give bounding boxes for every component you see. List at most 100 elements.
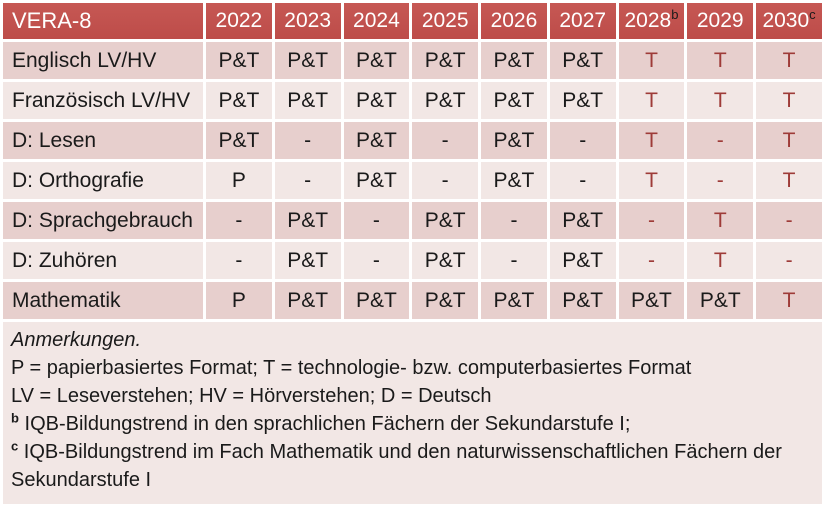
cell-2022: P&T [206,42,272,79]
cell-2023: - [274,122,341,159]
cell-2027: P&T [549,82,616,119]
cell-2022: P [206,282,272,319]
cell-2023: P&T [274,42,341,79]
cell-2030: T [756,122,822,159]
year-header-2026: 2026 [481,3,547,39]
cell-2026: - [481,242,547,279]
footnote-line: b IQB-Bildungstrend in den sprachlichen … [11,410,631,435]
cell-2024: P&T [343,82,410,119]
footnote-line: LV = Leseverstehen; HV = Hörverstehen; D… [11,385,492,407]
cell-2029: - [687,122,754,159]
cell-2027: - [549,162,616,199]
cell-2030: T [756,162,822,199]
cell-2024: P&T [343,282,410,319]
cell-2023: P&T [274,282,341,319]
footnote-line: c IQB-Bildungstrend im Fach Mathematik u… [11,438,782,491]
cell-2024: P&T [343,162,410,199]
cell-2030: - [756,242,822,279]
cell-2027: P&T [549,42,616,79]
cell-2023: P&T [274,82,341,119]
footnote-marker-c: c [11,438,19,454]
cell-2025: P&T [412,282,479,319]
table-row: D: Sprachgebrauch - P&T - P&T - P&T - T - [3,202,822,239]
cell-2028: - [618,202,685,239]
cell-2025: P&T [412,82,479,119]
year-header-2028: 2028b [618,3,685,39]
cell-2028: T [618,42,685,79]
table-row: D: Zuhören - P&T - P&T - P&T - T - [3,242,822,279]
row-label: Mathematik [3,282,203,319]
vera8-schedule-table: VERA-8 2022 2023 2024 2025 2026 2027 2028b 2029… [3,3,822,319]
cell-2030: - [756,202,822,239]
row-label: Englisch LV/HV [3,42,203,79]
cell-2029: T [687,202,754,239]
cell-2025: P&T [412,202,479,239]
cell-2022: P&T [206,122,272,159]
cell-2025: P&T [412,42,479,79]
cell-2022: P&T [206,82,272,119]
year-header-2030: 2030c [756,3,822,39]
cell-2024: - [343,202,410,239]
cell-2028: T [618,122,685,159]
footnote-marker-b: b [11,410,19,426]
cell-2025: - [412,162,479,199]
cell-2025: P&T [412,242,479,279]
year-header-2027: 2027 [549,3,616,39]
row-label: Französisch LV/HV [3,82,203,119]
cell-2024: - [343,242,410,279]
year-header-2022: 2022 [206,3,272,39]
cell-2026: P&T [481,122,547,159]
table-title: VERA-8 [3,3,203,39]
cell-2029: - [687,162,754,199]
cell-2027: P&T [549,202,616,239]
year-header-2023: 2023 [274,3,341,39]
cell-2030: T [756,42,822,79]
table-row: Mathematik P P&T P&T P&T P&T P&T P&T P&T T [3,282,822,319]
table-row: D: Orthografie P - P&T - P&T - T - T [3,162,822,199]
cell-2022: P [206,162,272,199]
table-body: Englisch LV/HV P&T P&T P&T P&T P&T P&T T T T Franz… [3,42,822,319]
cell-2029: T [687,242,754,279]
cell-2026: P&T [481,162,547,199]
table-footnotes: Anmerkungen. P = papierbasiertes Format; … [3,322,822,504]
table-header-row: VERA-8 2022 2023 2024 2025 2026 2027 2028b 2029… [3,3,822,39]
cell-2027: P&T [549,242,616,279]
cell-2029: T [687,42,754,79]
cell-2030: T [756,282,822,319]
cell-2023: P&T [274,242,341,279]
cell-2028: T [618,162,685,199]
table-row: Englisch LV/HV P&T P&T P&T P&T P&T P&T T T T [3,42,822,79]
cell-2024: P&T [343,42,410,79]
table-row: Französisch LV/HV P&T P&T P&T P&T P&T P&T T T T [3,82,822,119]
cell-2025: - [412,122,479,159]
year-header-2025: 2025 [412,3,479,39]
cell-2027: - [549,122,616,159]
cell-2022: - [206,242,272,279]
cell-2023: P&T [274,202,341,239]
cell-2028: P&T [618,282,685,319]
cell-2028: T [618,82,685,119]
row-label: D: Zuhören [3,242,203,279]
cell-2026: P&T [481,42,547,79]
row-label: D: Lesen [3,122,203,159]
cell-2028: - [618,242,685,279]
cell-2022: - [206,202,272,239]
table-row: D: Lesen P&T - P&T - P&T - T - T [3,122,822,159]
footnote-marker-c: c [809,7,816,22]
footnote-line: Anmerkungen. [11,329,142,351]
year-header-2029: 2029 [687,3,754,39]
cell-2026: P&T [481,282,547,319]
cell-2027: P&T [549,282,616,319]
cell-2026: - [481,202,547,239]
footnote-marker-b: b [671,7,679,22]
cell-2026: P&T [481,82,547,119]
year-header-2024: 2024 [343,3,410,39]
cell-2024: P&T [343,122,410,159]
cell-2029: P&T [687,282,754,319]
row-label: D: Orthografie [3,162,203,199]
footnote-line: P = papierbasiertes Format; T = technolo… [11,357,692,379]
row-label: D: Sprachgebrauch [3,202,203,239]
cell-2023: - [274,162,341,199]
cell-2029: T [687,82,754,119]
cell-2030: T [756,82,822,119]
